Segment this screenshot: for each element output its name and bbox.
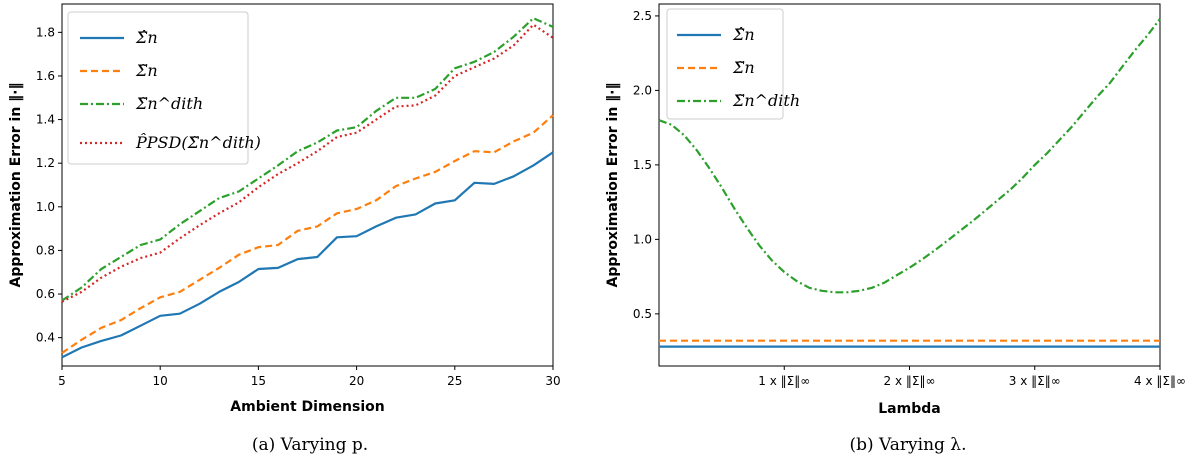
panel-b-y-tick-label: 0.5: [633, 307, 652, 321]
panel-a-axes-frame: [61, 3, 554, 367]
panel-b-legend-lines: [677, 33, 721, 103]
panel-a-y-tick-label: 0.8: [36, 243, 55, 257]
panel-a-series-line-4: [61, 23, 554, 303]
panel-a-y-tick-label: 0.4: [36, 331, 55, 345]
panel-b-x-ticks: 1 x ‖Σ‖∞ 2 x ‖Σ‖∞ 3 x ‖Σ‖∞ 4 x ‖Σ‖∞: [758, 366, 1186, 388]
panel-a-x-tick-label: 30: [545, 374, 560, 388]
panel-a-legend-label-3: Σ̃n^dith: [135, 94, 203, 113]
panel-b-series-lines: [658, 18, 1161, 348]
panel-b-y-tick-label: 1.5: [633, 158, 652, 172]
panel-b-series-line-3: [658, 18, 1161, 294]
panel-a-x-tick-label: 10: [153, 374, 168, 388]
panel-a-x-tick-label: 15: [251, 374, 266, 388]
panel-a-y-axis-label: Approximation Error in ‖·‖: [8, 83, 24, 288]
panel-b-x-tick-label: 3 x ‖Σ‖∞: [1009, 374, 1061, 388]
panel-a-legend-box: [67, 11, 249, 165]
panel-b-legend-box: [666, 8, 784, 120]
panel-a-y-tick-label: 1.4: [36, 113, 55, 127]
panel-b-y-tick-label: 2.5: [633, 9, 652, 23]
panel-a-x-tick-label: 25: [447, 374, 462, 388]
panel-a-y-tick-label: 0.6: [36, 287, 55, 301]
panel-b-legend-label-3: Σ̃n^dith: [732, 91, 800, 110]
panel-a-y-tick-label: 1.0: [36, 200, 55, 214]
panel-b: 1 x ‖Σ‖∞ 2 x ‖Σ‖∞ 3 x ‖Σ‖∞ 4 x ‖Σ‖∞ 0.5 1.0 1…: [605, 3, 1186, 455]
panel-b-legend-label-2: Σ̃n: [732, 58, 755, 77]
panel-a-y-tick-label: 1.2: [36, 156, 55, 170]
panel-b-y-tick-label: 1.0: [633, 232, 652, 246]
panel-b-x-tick-label: 1 x ‖Σ‖∞: [758, 374, 810, 388]
panel-a-legend-label-1: Σ̂n: [135, 28, 158, 47]
panel-b-legend-label-1: Σ̂n: [732, 25, 755, 44]
panel-b-y-tick-label: 2.0: [633, 83, 652, 97]
panel-a-series-line-2: [61, 114, 554, 354]
panel-b-x-tick-label: 4 x ‖Σ‖∞: [1134, 374, 1186, 388]
panel-a: 5 10 15 20 25 30 0.4 0.6 0.8 1.0 1.2 1.4 1.6 1.8 Amb…: [8, 3, 561, 455]
panel-b-x-axis-label: Lambda: [878, 401, 940, 417]
panel-a-x-tick-label: 5: [58, 374, 66, 388]
panel-a-y-ticks: 0.4 0.6 0.8 1.0 1.2 1.4 1.6 1.8: [36, 25, 62, 345]
panel-a-y-tick-label: 1.6: [36, 69, 55, 83]
panel-b-y-ticks: 0.5 1.0 1.5 2.0 2.5: [633, 9, 659, 321]
panel-a-series-line-1: [61, 151, 554, 359]
panel-b-y-axis-label: Approximation Error in ‖·‖: [605, 83, 621, 288]
panel-a-x-axis-label: Ambient Dimension: [230, 399, 384, 415]
panel-a-y-tick-label: 1.8: [36, 25, 55, 39]
panel-b-legend: Σ̂n Σ̃n Σ̃n^dith: [666, 8, 800, 120]
panel-a-x-tick-label: 20: [349, 374, 364, 388]
panel-b-caption: (b) Varying λ.: [850, 435, 967, 455]
panel-a-x-ticks: 5 10 15 20 25 30: [58, 366, 561, 388]
panel-a-legend-label-2: Σ̃n: [135, 61, 158, 80]
panel-a-legend-lines: [80, 36, 124, 145]
panel-a-legend-label-4: P̂PSD(Σ̃n^dith): [135, 133, 261, 152]
panel-a-series-line-3: [61, 17, 554, 302]
panel-a-caption: (a) Varying p.: [252, 435, 368, 455]
panel-a-series-lines: [61, 17, 554, 359]
panel-b-x-tick-label: 2 x ‖Σ‖∞: [884, 374, 936, 388]
panel-a-legend: Σ̂n Σ̃n Σ̃n^dith P̂PSD(Σ̃n^dith): [67, 11, 261, 165]
